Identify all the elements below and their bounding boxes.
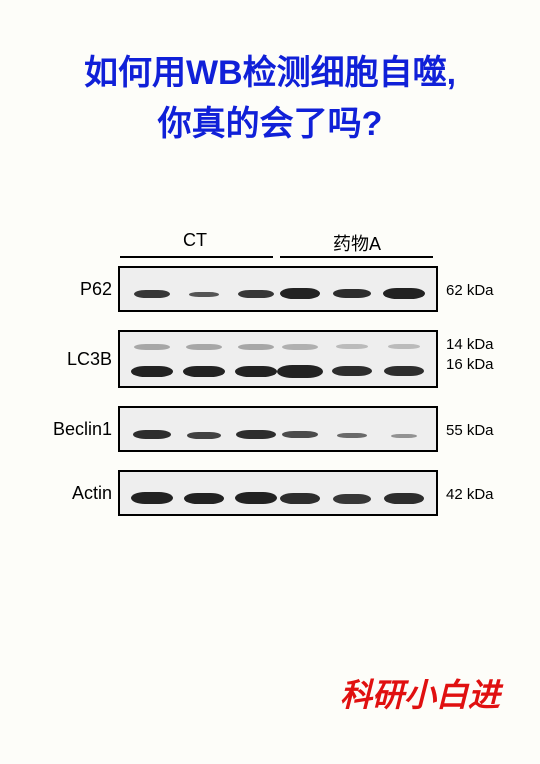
band — [282, 431, 318, 438]
size-label: 42 kDa — [446, 486, 494, 503]
band — [189, 292, 219, 297]
band — [235, 366, 277, 377]
size-label: 16 kDa — [446, 356, 494, 373]
band — [336, 344, 368, 349]
row-label: Actin — [40, 483, 112, 504]
band — [133, 430, 171, 439]
band — [238, 344, 274, 350]
size-label: 14 kDa — [446, 336, 494, 353]
row-label: LC3B — [40, 349, 112, 370]
size-label: 55 kDa — [446, 422, 494, 439]
band — [391, 434, 417, 438]
row-label: P62 — [40, 279, 112, 300]
blot-row-actin: Actin 42 kDa — [40, 470, 510, 522]
row-label: Beclin1 — [40, 419, 112, 440]
blot-row-lc3b: LC3B 14 kDa 16 kDa — [40, 330, 510, 394]
lane-box — [118, 266, 438, 312]
lane-box — [118, 470, 438, 516]
column-header-1: 药物A — [333, 230, 381, 256]
band — [186, 344, 222, 350]
blot-row-beclin1: Beclin1 55 kDa — [40, 406, 510, 458]
band — [134, 290, 170, 298]
band — [333, 289, 371, 298]
band — [184, 493, 224, 504]
band — [282, 344, 318, 350]
band — [280, 288, 320, 299]
band — [332, 366, 372, 376]
band — [388, 344, 420, 349]
footer-text: 科研小白进 — [340, 670, 500, 716]
blot-row-p62: P62 62 kDa — [40, 266, 510, 318]
band — [277, 365, 323, 378]
page-title: 如何用WB检测细胞自噬, 你真的会了吗? — [0, 0, 540, 150]
size-label: 62 kDa — [446, 282, 494, 299]
title-line1: 如何用WB检测细胞自噬, — [0, 48, 540, 99]
band — [238, 290, 274, 298]
band — [383, 288, 425, 299]
band — [384, 366, 424, 376]
band — [235, 492, 277, 504]
column-underline-0 — [120, 256, 273, 258]
band — [134, 344, 170, 350]
band — [280, 493, 320, 504]
band — [333, 494, 371, 504]
band — [187, 432, 221, 439]
column-underline-1 — [280, 256, 433, 258]
column-headers: CT 药物A — [118, 230, 438, 266]
band — [131, 366, 173, 377]
band — [384, 493, 424, 504]
band — [183, 366, 225, 377]
band — [236, 430, 276, 439]
title-line2: 你真的会了吗? — [0, 99, 540, 150]
column-header-0: CT — [183, 230, 207, 251]
band — [131, 492, 173, 504]
blot-rows: P62 62 kDa LC3B 14 kDa 16 kDa Beclin1 55 kDa Ac… — [40, 266, 510, 522]
western-blot-figure: CT 药物A P62 62 kDa LC3B 14 kDa 16 kDa Beclin1 55… — [40, 230, 510, 534]
band — [337, 433, 367, 438]
lane-box — [118, 406, 438, 452]
lane-box — [118, 330, 438, 388]
